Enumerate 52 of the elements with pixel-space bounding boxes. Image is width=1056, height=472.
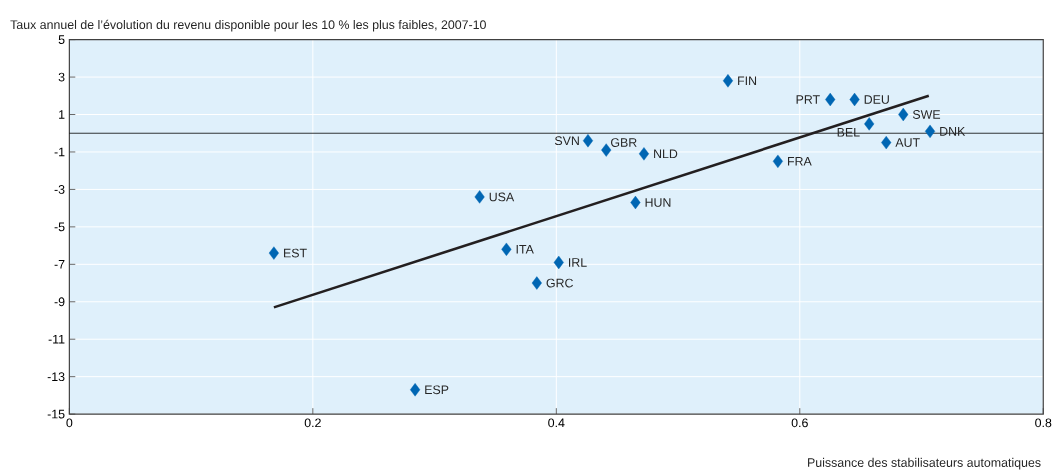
y-tick-label: -3 bbox=[54, 185, 65, 195]
annotation: GBR bbox=[611, 138, 637, 148]
x-tick-label: 0 bbox=[66, 418, 73, 428]
y-tick-label: -7 bbox=[54, 260, 65, 269]
point bbox=[722, 74, 733, 88]
point bbox=[630, 196, 641, 210]
annotation: EST bbox=[284, 248, 307, 258]
point bbox=[925, 124, 936, 139]
point bbox=[772, 154, 783, 169]
annotation: NLD bbox=[654, 149, 678, 159]
x-tick-label: 0.8 bbox=[1035, 418, 1052, 428]
point bbox=[601, 143, 612, 157]
y-tick-label: -11 bbox=[48, 335, 65, 344]
annotation: ITA bbox=[516, 245, 534, 254]
annotation: IRL bbox=[569, 258, 587, 267]
annotation: GRC bbox=[546, 278, 573, 288]
point bbox=[825, 93, 836, 107]
annotation: AUT bbox=[895, 138, 920, 148]
point bbox=[410, 383, 421, 397]
annotation: USA bbox=[489, 192, 515, 202]
point bbox=[531, 276, 542, 290]
point bbox=[582, 134, 593, 148]
annotation: PRT bbox=[796, 95, 820, 104]
y-tick-label: -15 bbox=[47, 410, 65, 419]
annotation: SVN bbox=[554, 136, 579, 146]
point bbox=[474, 190, 485, 204]
annotation: ESP bbox=[425, 385, 449, 395]
point bbox=[501, 242, 512, 257]
point bbox=[849, 93, 860, 107]
point bbox=[898, 108, 909, 122]
x-tick-label: 0.2 bbox=[304, 418, 321, 428]
annotation: FRA bbox=[788, 157, 812, 166]
y-tick-label: 5 bbox=[58, 35, 65, 45]
point bbox=[268, 246, 279, 260]
x-tick-label: 0.6 bbox=[791, 418, 808, 428]
y-tick-label: -5 bbox=[54, 222, 65, 232]
y-tick-label: -9 bbox=[54, 297, 65, 307]
x-tick-label: 0.4 bbox=[548, 418, 565, 428]
point bbox=[638, 147, 649, 161]
y-tick-label: -13 bbox=[47, 372, 65, 382]
annotation: FIN bbox=[738, 76, 757, 86]
point bbox=[881, 136, 892, 150]
x-axis-title: Puissance des stabilisateurs automatiques bbox=[808, 458, 1041, 470]
y-tick-label: -1 bbox=[54, 147, 65, 157]
annotation: SWE bbox=[912, 110, 941, 120]
y-tick-label: 3 bbox=[58, 72, 65, 82]
point bbox=[553, 256, 564, 270]
y-axis-title: Taux annuel de l’évolution du revenu disponible pour les 10 % les plus faibles, 2007-10 bbox=[10, 20, 486, 32]
annotation: DEU bbox=[864, 95, 889, 105]
annotation: HUN bbox=[645, 198, 671, 208]
y-tick-label: 1 bbox=[59, 110, 65, 119]
point bbox=[864, 117, 875, 131]
